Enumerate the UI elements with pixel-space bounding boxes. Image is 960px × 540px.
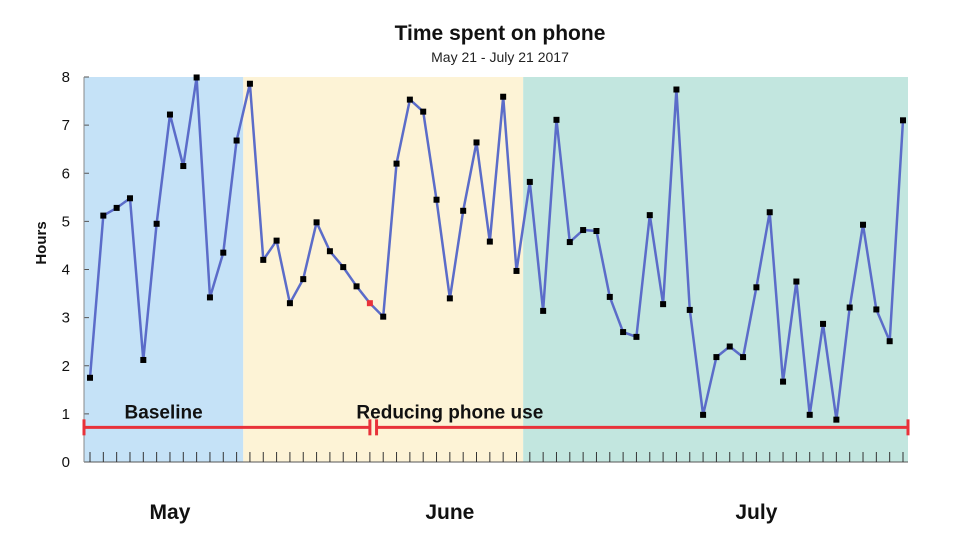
data-point [326,248,333,255]
data-point [300,276,307,283]
y-axis-ticks: 0 1 2 3 4 5 6 7 8 [62,69,89,471]
y-tick-label: 0 [62,454,70,471]
data-point [713,354,720,361]
y-tick-label: 3 [62,310,70,327]
phase-markers: Baseline Reducing phone use [82,402,910,436]
data-point [220,249,227,256]
month-labels: May June July [150,501,778,524]
background-band-2 [523,77,908,462]
y-tick-label: 4 [62,262,70,279]
data-point [473,139,480,146]
data-point [286,300,293,307]
y-tick-label: 6 [62,165,70,182]
data-point [593,228,600,234]
y-tick-label: 1 [62,406,70,423]
y-tick-label: 5 [62,213,70,230]
background-band-0 [84,77,244,462]
data-point [686,306,693,313]
month-label: June [425,501,474,524]
data-point [566,239,573,246]
data-point [540,307,547,314]
data-point [273,237,280,244]
data-point [193,74,200,81]
data-point [340,264,347,271]
data-point [460,207,467,214]
data-point [780,378,787,385]
data-point [860,221,867,228]
data-point [806,411,813,418]
data-point [113,204,120,211]
x-axis-ticks [84,452,908,463]
data-point [766,209,773,216]
data-point [233,137,240,144]
data-point [553,116,560,123]
data-point [446,295,453,302]
data-point [433,196,440,203]
data-point [633,333,640,340]
chart-subtitle: May 21 - July 21 2017 [431,49,569,65]
data-point [753,284,760,291]
data-point [260,256,267,263]
data-point [700,411,707,418]
data-point [153,220,160,227]
data-series [87,74,906,423]
data-point [660,301,667,308]
data-point [740,354,747,361]
data-point [513,267,520,274]
data-point [126,195,133,202]
data-point [646,212,653,219]
month-label: July [735,501,777,524]
phase-label: Baseline [125,402,203,423]
phase-label: Reducing phone use [356,402,543,423]
data-point [100,212,107,219]
data-point [87,374,93,381]
data-point [313,219,320,226]
month-label: May [150,501,191,524]
data-point [406,96,413,103]
data-point [873,306,880,313]
y-tick-label: 7 [62,117,70,134]
data-point [820,320,827,327]
data-point [366,300,373,307]
series-line [88,76,905,421]
data-point [673,86,680,93]
data-point [486,238,493,245]
chart-title: Time spent on phone [395,22,606,45]
data-point [380,313,387,320]
y-tick-label: 8 [62,69,70,86]
data-point [246,80,253,87]
data-point [393,160,400,167]
data-point [886,338,893,345]
data-point [793,278,800,285]
data-point [420,108,427,115]
data-point [580,227,587,234]
data-point [140,356,147,363]
data-point [180,163,187,170]
y-tick-label: 2 [62,358,70,375]
data-point [900,117,906,124]
data-point [606,293,613,300]
data-point [206,294,213,301]
data-point [726,343,733,350]
data-point [846,304,853,311]
data-point [166,111,173,118]
data-point [833,416,840,423]
data-point [526,178,533,185]
data-point [620,329,627,336]
data-point [500,93,507,100]
data-point [353,283,360,290]
y-axis-label: Hours [33,221,50,264]
